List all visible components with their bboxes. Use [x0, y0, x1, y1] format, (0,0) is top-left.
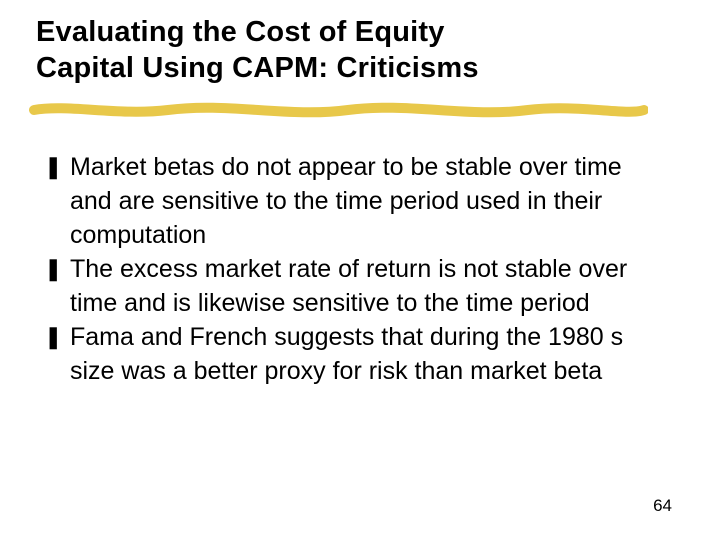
bullet-icon: ❚	[44, 150, 70, 184]
slide: Evaluating the Cost of Equity Capital Us…	[0, 0, 720, 540]
title-underline	[28, 96, 648, 122]
title-line-1: Evaluating the Cost of Equity	[36, 16, 445, 48]
page-number: 64	[653, 496, 672, 516]
title-line-2: Capital Using CAPM: Criticisms	[36, 52, 479, 84]
bullet-text: The excess market rate of return is not …	[70, 252, 664, 320]
list-item: ❚ Fama and French suggests that during t…	[44, 320, 664, 388]
list-item: ❚ The excess market rate of return is no…	[44, 252, 664, 320]
bullet-text: Fama and French suggests that during the…	[70, 320, 664, 388]
underline-path	[34, 108, 644, 113]
bullet-icon: ❚	[44, 320, 70, 354]
body-text: ❚ Market betas do not appear to be stabl…	[44, 150, 664, 388]
bullet-text: Market betas do not appear to be stable …	[70, 150, 664, 252]
list-item: ❚ Market betas do not appear to be stabl…	[44, 150, 664, 252]
bullet-icon: ❚	[44, 252, 70, 286]
slide-title: Evaluating the Cost of Equity Capital Us…	[36, 14, 676, 87]
